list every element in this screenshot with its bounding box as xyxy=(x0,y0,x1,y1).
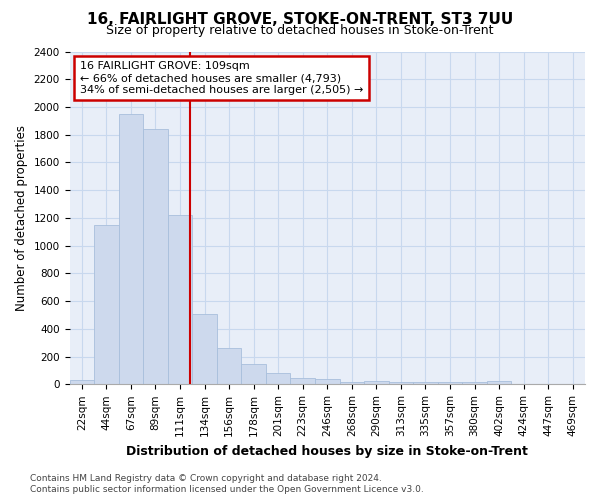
Bar xyxy=(143,129,168,384)
Text: Contains HM Land Registry data © Crown copyright and database right 2024.
Contai: Contains HM Land Registry data © Crown c… xyxy=(30,474,424,494)
Bar xyxy=(94,225,119,384)
Bar xyxy=(413,382,438,384)
Y-axis label: Number of detached properties: Number of detached properties xyxy=(15,125,28,311)
Bar xyxy=(389,382,413,384)
Bar xyxy=(487,382,511,384)
X-axis label: Distribution of detached houses by size in Stoke-on-Trent: Distribution of detached houses by size … xyxy=(127,444,528,458)
Bar xyxy=(168,215,192,384)
Bar xyxy=(119,114,143,384)
Bar xyxy=(192,314,217,384)
Text: 16 FAIRLIGHT GROVE: 109sqm
← 66% of detached houses are smaller (4,793)
34% of s: 16 FAIRLIGHT GROVE: 109sqm ← 66% of deta… xyxy=(80,62,363,94)
Bar xyxy=(217,348,241,385)
Bar xyxy=(290,378,315,384)
Text: Size of property relative to detached houses in Stoke-on-Trent: Size of property relative to detached ho… xyxy=(106,24,494,37)
Bar xyxy=(462,382,487,384)
Bar xyxy=(241,364,266,384)
Bar xyxy=(266,372,290,384)
Bar xyxy=(315,379,340,384)
Bar xyxy=(438,382,462,384)
Bar xyxy=(340,382,364,384)
Bar xyxy=(364,382,389,384)
Bar xyxy=(70,380,94,384)
Text: 16, FAIRLIGHT GROVE, STOKE-ON-TRENT, ST3 7UU: 16, FAIRLIGHT GROVE, STOKE-ON-TRENT, ST3… xyxy=(87,12,513,28)
